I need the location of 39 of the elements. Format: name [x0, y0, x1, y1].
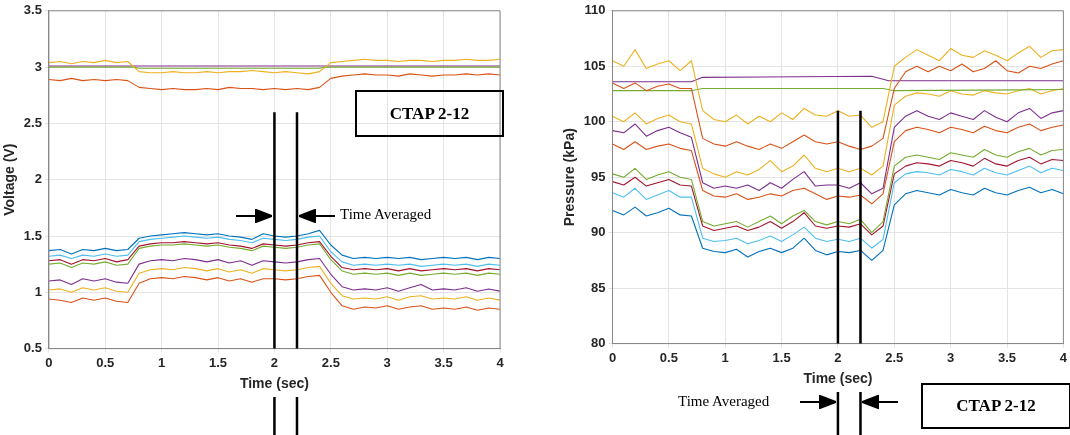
x-tick-label: 1.5	[772, 349, 791, 365]
y-tick-label: 95	[591, 168, 606, 184]
y-axis-title: Pressure (kPa)	[561, 128, 578, 227]
y-tick-label: 3.5	[23, 2, 42, 18]
x-tick-label: 0.5	[659, 349, 678, 365]
y-tick-label: 100	[583, 113, 606, 129]
x-tick-label: 1	[158, 354, 166, 370]
y-tick-label: 90	[591, 224, 606, 240]
y-axis-title: Voltage (V)	[1, 143, 18, 216]
y-tick-label: 1.5	[23, 227, 42, 243]
y-tick-label: 3	[34, 58, 42, 74]
x-tick-label: 0.5	[96, 354, 115, 370]
y-tick-label: 2.5	[23, 114, 42, 130]
y-tick-label: 105	[583, 57, 606, 73]
x-tick-label: 2	[834, 349, 842, 365]
x-tick-label: 2	[270, 354, 279, 370]
x-tick-label: 4	[496, 354, 505, 370]
x-tick-label: 3.5	[434, 354, 453, 370]
x-tick-label: 2.5	[885, 349, 904, 365]
x-tick-label: 3.5	[997, 349, 1017, 365]
x-tick-label: 4	[1059, 349, 1068, 365]
x-tick-label: 3	[947, 349, 955, 365]
text: Time Averaged	[678, 393, 770, 410]
x-tick-label: 0	[608, 349, 617, 365]
y-tick-label: 1	[34, 283, 42, 299]
annotation: Time Averaged	[340, 206, 432, 223]
x-axis-title: Time (sec)	[239, 375, 309, 392]
x-axis-title: Time (sec)	[803, 370, 873, 387]
y-tick-label: 85	[591, 279, 606, 295]
x-tick-label: 2.5	[321, 354, 340, 370]
y-tick-label: 110	[584, 2, 606, 18]
x-tick-label: 1.5	[209, 354, 228, 370]
y-tick-label: 80	[591, 335, 606, 351]
x-tick-label: 0	[45, 354, 53, 370]
text: CTAP 2-12	[921, 383, 1070, 429]
x-tick-label: 1	[721, 349, 729, 365]
annotation: CTAP 2-12	[355, 90, 504, 137]
y-tick-label: 2	[34, 171, 42, 187]
x-tick-label: 3	[383, 354, 391, 370]
